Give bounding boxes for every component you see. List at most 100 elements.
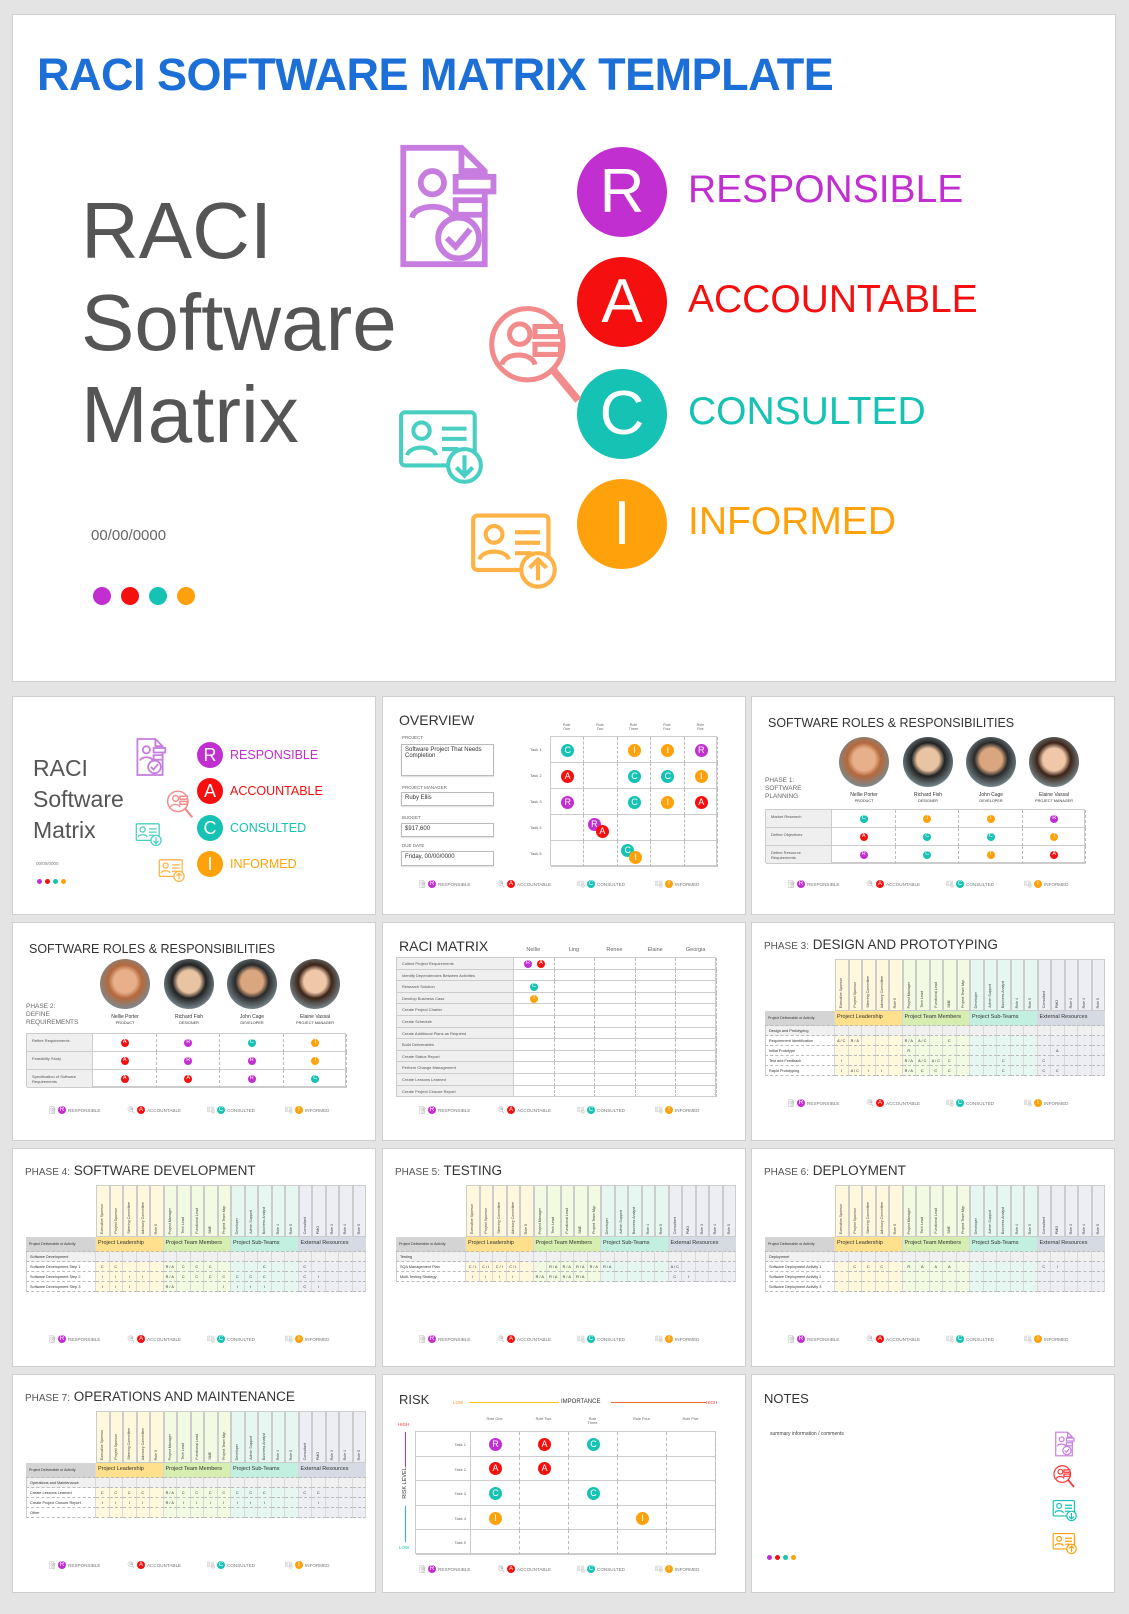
role-column-header: Project Team Mgr. xyxy=(587,1185,601,1237)
raci-cell xyxy=(204,1508,218,1518)
raci-badge-c: C xyxy=(561,743,575,757)
raci-legend: R RESPONSIBLE A ACCOUNTABLE C CONSULTED I INFOR… xyxy=(13,1561,375,1571)
raci-cell: I xyxy=(835,1066,849,1076)
matrix-cell xyxy=(554,969,596,982)
avatar-photo xyxy=(839,737,889,787)
raci-value: I xyxy=(115,1500,117,1505)
raci-value: C xyxy=(222,1274,226,1279)
risk-axis-low xyxy=(405,1506,406,1542)
raci-value: C / I xyxy=(482,1264,490,1269)
raci-badge-a: A xyxy=(489,1462,502,1476)
raci-cell xyxy=(520,1272,534,1282)
raci-cell xyxy=(929,1026,943,1036)
slide-thumb-roles-phase-1[interactable]: SOFTWARE ROLES & RESPONSIBILITIES PHASE 1… xyxy=(751,696,1115,915)
raci-value: A / C xyxy=(931,1058,940,1063)
raci-cell xyxy=(1010,1252,1024,1262)
activity-cell: Develop Business Case xyxy=(397,992,514,1005)
role-name: Project Sponsor xyxy=(852,982,857,1008)
raci-cell xyxy=(997,1272,1011,1282)
raci-cell xyxy=(352,1282,366,1292)
slide-thumb-phase-3[interactable]: PHASE 3: DESIGN AND PROTOTYPING Executive… xyxy=(751,922,1115,1141)
role-column-header: Tech Lead xyxy=(916,1185,930,1237)
slide-thumb-roles-phase-2[interactable]: SOFTWARE ROLES & RESPONSIBILITIES PHASE 2… xyxy=(12,922,376,1141)
slide-thumb-notes[interactable]: NOTES summary information / comments xyxy=(751,1374,1115,1593)
mag-icon xyxy=(127,1335,135,1343)
raci-value: A / C xyxy=(850,1068,859,1073)
raci-cell xyxy=(997,1262,1011,1272)
raci-cell: C xyxy=(177,1262,191,1272)
role-name: Advisory Committee xyxy=(510,1201,515,1234)
slide-thumb-phase-7[interactable]: PHASE 7: OPERATIONS AND MAINTENANCE Execu… xyxy=(12,1374,376,1593)
raci-value: I xyxy=(101,1274,103,1279)
role-column-header: Tech Lead xyxy=(547,1185,561,1237)
legend-item: R RESPONSIBLE xyxy=(418,1335,470,1343)
slide-thumb-phase-6[interactable]: PHASE 6: DEPLOYMENT Executive Sponsor Proj… xyxy=(751,1148,1115,1367)
role-column-header: Developer xyxy=(970,1185,984,1237)
doc-icon xyxy=(48,1561,56,1569)
raci-cell: I xyxy=(217,1282,231,1292)
raci-cell: I xyxy=(506,1272,520,1282)
slide-thumb-phase-5[interactable]: PHASE 5: TESTING Executive Sponsor Project… xyxy=(382,1148,746,1367)
raci-badge-i: I xyxy=(295,1335,303,1343)
matrix-cell xyxy=(554,1016,596,1028)
raci-cell xyxy=(285,1488,299,1498)
role-column-header: Project Team Mgr. xyxy=(956,1185,970,1237)
raci-cell: I xyxy=(862,1066,876,1076)
matrix-cell xyxy=(514,1062,555,1074)
field-value[interactable]: Friday, 00/00/0000 xyxy=(401,851,494,866)
role-name: Role 5 xyxy=(659,1223,663,1234)
raci-cell xyxy=(970,1272,984,1282)
raci-cell: C xyxy=(943,1066,957,1076)
notes-text: summary information / comments xyxy=(770,1431,844,1437)
role-group-name: Project Leadership xyxy=(468,1240,514,1247)
role-column-header: Tech Lead xyxy=(177,1411,191,1463)
matrix-cell xyxy=(554,1074,596,1086)
role-cell: R xyxy=(156,1052,220,1070)
raci-cell xyxy=(862,1036,876,1046)
risk-cell: C xyxy=(569,1432,618,1457)
phase-title: DESIGN AND PROTOTYPING xyxy=(812,937,998,952)
role-name: Role 4 xyxy=(343,1223,347,1234)
raci-cell xyxy=(722,1252,736,1262)
field-value[interactable]: Ruby Ellis xyxy=(401,792,494,806)
raci-value: R / A xyxy=(549,1264,558,1269)
person-header: Renee xyxy=(606,947,623,953)
raci-badge-i: I xyxy=(577,479,667,569)
legend-item: R RESPONSIBLE xyxy=(418,1565,470,1573)
slide-thumb-risk[interactable]: RISK LOW IMPORTANCE HIGH HIGH RISK LEVEL LOW Ta… xyxy=(382,1374,746,1593)
mag-icon xyxy=(127,1106,135,1114)
matrix-cell: C xyxy=(514,981,555,993)
raci-cell xyxy=(1024,1026,1038,1036)
slide-thumb-cover[interactable]: RACI Software Matrix 00/00/0000 R RESPONSIBLE… xyxy=(12,696,376,915)
raci-cell: C xyxy=(177,1488,191,1498)
raci-cell xyxy=(271,1272,285,1282)
field-value[interactable]: $917,600 xyxy=(401,823,494,837)
role-name: Steering Committee xyxy=(127,1202,131,1234)
role-name: Project Manager xyxy=(537,1207,542,1234)
slide-thumb-phase-4[interactable]: PHASE 4: SOFTWARE DEVELOPMENT Executive S… xyxy=(12,1148,376,1367)
role-column-header: Role 5 xyxy=(889,959,903,1011)
role-column-header: Role 5 xyxy=(352,1185,366,1237)
matrix-cell xyxy=(676,958,717,970)
role-name: Developer xyxy=(974,1217,978,1234)
phase-raci-table: Executive Sponsor Project Sponsor Steering… xyxy=(13,1149,375,1366)
slide-thumb-overview[interactable]: OVERVIEW PROJECT Software Project That Nee… xyxy=(382,696,746,915)
legend-item: A ACCOUNTABLE xyxy=(497,880,551,888)
raci-cell xyxy=(902,1282,916,1292)
raci-badge-i: I xyxy=(665,1565,673,1573)
field-value[interactable]: Software Project That Needs Completion xyxy=(401,744,494,776)
role-column-header: Tech Lead xyxy=(916,959,930,1011)
cardUp-icon xyxy=(655,1565,663,1573)
role-name: Project Manager xyxy=(906,1207,911,1234)
role-group-name: External Resources xyxy=(300,1240,349,1247)
role-name: Role 5 xyxy=(1028,1223,1032,1234)
raci-value: C xyxy=(303,1264,307,1269)
legend-item: I INFORMED xyxy=(1024,1335,1069,1343)
role-group-header: Project Sub-Teams xyxy=(970,1011,1038,1026)
grid-cell xyxy=(584,789,618,815)
mag-icon xyxy=(127,1561,135,1569)
risk-cell xyxy=(569,1530,618,1555)
slide-thumb-raci-matrix[interactable]: RACI MATRIX Collect Project Requirements R… xyxy=(382,922,746,1141)
legend-item: R RESPONSIBLE xyxy=(48,1335,100,1343)
role-header: Role Five xyxy=(682,1417,699,1421)
